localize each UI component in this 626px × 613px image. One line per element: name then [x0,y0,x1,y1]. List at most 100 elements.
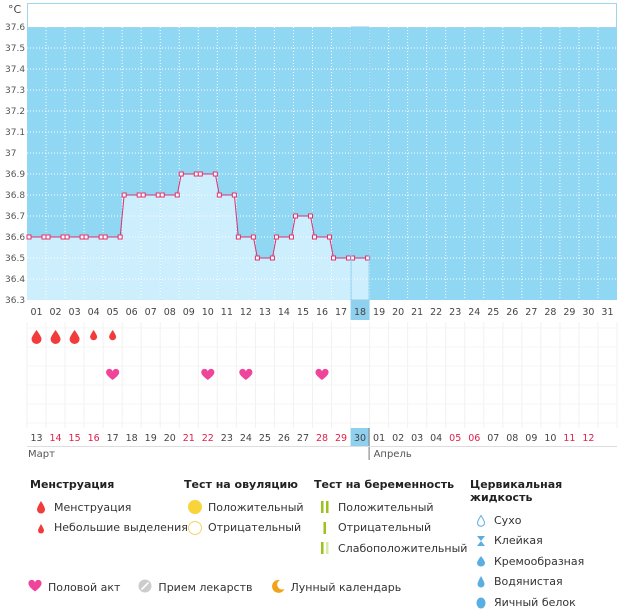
legend-ovulation-positive: Положительный [208,500,304,514]
date-label: 18 [126,433,138,444]
drop-large-icon [30,500,52,514]
cycle-day-label: 08 [164,307,176,318]
y-tick-label: 36.7 [5,212,25,222]
temperature-point [254,255,260,261]
legend-menstruation-title: Менструация [30,478,115,491]
drop-water-icon [470,575,492,588]
menstruation-drop [31,330,42,344]
temperature-bar [217,195,237,300]
temperature-point [193,171,199,177]
temperature-bar [331,258,351,300]
intercourse-heart [201,368,215,380]
legend-pregnancy-negative: Отрицательный [338,521,432,535]
temperature-point [212,171,218,177]
date-label: 06 [468,433,480,444]
temperature-bar [179,174,199,300]
temperature-point [98,234,104,240]
legend-cervical-watery: Водянистая [494,575,563,589]
cycle-day-label: 09 [183,307,195,318]
temperature-bar [122,195,142,300]
date-label: 10 [544,433,556,444]
date-label: 22 [202,433,214,444]
pill-icon [138,579,152,596]
menstruation-drop [69,330,80,344]
legend-lunar: Лунный календарь [290,581,402,594]
cycle-day-label: 02 [50,307,62,318]
legend-intercourse: Половой акт [48,581,121,594]
date-label: 14 [50,433,62,444]
temperature-point [216,192,222,198]
cycle-day-label: 21 [411,307,423,318]
date-label: 01 [373,433,385,444]
cycle-day-label: 12 [240,307,252,318]
date-label: 25 [259,433,271,444]
temperature-point [26,234,32,240]
temperature-point [327,234,333,240]
date-label: 09 [525,433,537,444]
circle-filled-icon [184,499,206,515]
heart-icon [28,579,42,595]
legend-cervical-sticky: Клейкая [494,534,543,548]
legend-cervical: Цервикальная жидкость Сухо Клейкая Кремо… [470,478,626,613]
date-label: 27 [297,433,309,444]
temperature-bar [274,237,294,300]
cycle-day-label: 26 [506,307,518,318]
date-label: 20 [164,433,176,444]
today-highlight-bottom [350,428,370,446]
cycle-day-label: 07 [145,307,157,318]
legend-medication: Прием лекарств [158,581,253,594]
temperature-bar [84,237,104,300]
date-label: 05 [449,433,461,444]
spotting-drop [90,330,98,341]
cycle-day-label: 24 [468,307,480,318]
legend-cervical-eggwhite: Яичный белок [494,595,576,609]
cycle-day-label: 25 [487,307,499,318]
bottom-legend: Половой акт Прием лекарств Лунный календ… [28,579,419,596]
cycle-day-label: 13 [259,307,271,318]
temperature-point [174,192,180,198]
circle-outline-icon [184,520,206,536]
y-tick-label: 36.4 [5,275,25,285]
legend-menstruation-item: Менструация [54,500,132,514]
legend-menstruation: Менструация Менструация Небольшие выделе… [30,478,188,538]
cycle-day-label: 27 [525,307,537,318]
cycle-day-label: 11 [221,307,233,318]
y-tick-label: 36.5 [5,254,25,264]
cycle-day-label: 28 [544,307,556,318]
temperature-point [311,234,317,240]
date-label: 07 [487,433,499,444]
temperature-point [83,234,89,240]
double-bar-icon [314,500,336,514]
date-label: 13 [30,433,42,444]
temperature-bar [141,195,161,300]
date-label: 11 [563,433,575,444]
temperature-point [269,255,275,261]
cycle-day-label: 29 [563,307,575,318]
y-tick-label: 37.3 [5,86,25,96]
temperature-point [235,234,241,240]
legend-cervical-dry: Сухо [494,513,522,527]
bbt-chart: 37.6 37.5 37.4 37.3 37.2 37.1 37 36.9 36.8 36.7 36… [5,3,618,460]
hourglass-icon [470,535,492,547]
date-label: 21 [183,433,195,444]
temperature-point [64,234,70,240]
temperature-bar [312,237,332,300]
y-tick-label: 37.4 [5,65,25,75]
temperature-point [346,255,352,261]
date-label: 04 [430,433,442,444]
single-bar-icon [314,521,336,535]
legend-pregnancy: Тест на беременность Положительный Отриц… [314,478,467,559]
cycle-day-label: 20 [392,307,404,318]
cycle-day-label: 16 [316,307,328,318]
date-label: 08 [506,433,518,444]
y-tick-label: 36.6 [5,233,25,243]
temperature-bar [103,237,123,300]
date-label: 16 [88,433,100,444]
intercourse-heart [106,368,120,380]
temperature-point [140,192,146,198]
temperature-point [307,213,313,219]
temperature-point [231,192,237,198]
date-label: 28 [316,433,328,444]
date-label: 03 [411,433,423,444]
legend-pregnancy-positive: Положительный [338,500,434,514]
